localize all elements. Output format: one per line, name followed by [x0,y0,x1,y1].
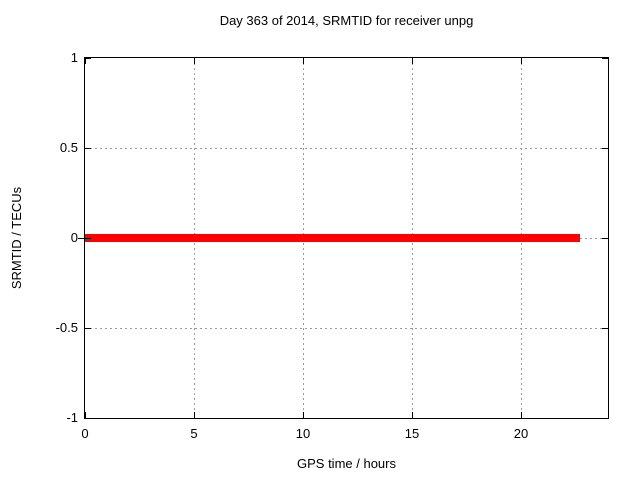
y-tick-label: 0.5 [59,140,78,155]
y-tick-label: 0 [70,230,78,245]
x-tick-mark-bottom [303,412,304,418]
y-tick-mark-right [602,418,608,419]
x-tick-mark-top [303,58,304,64]
x-tick-mark-top [85,58,86,64]
x-axis-label: GPS time / hours [297,456,396,471]
chart-title: Day 363 of 2014, SRMTID for receiver unp… [219,13,474,28]
y-tick-label: 1 [70,50,78,65]
y-tick-mark-right [602,238,608,239]
y-zero-outward-tick-mark [78,238,84,239]
x-tick-mark-top [521,58,522,64]
y-tick-mark-right [602,148,608,149]
grid-line-horizontal [85,148,608,149]
y-tick-label: -1 [66,410,78,425]
plot-area [78,57,609,419]
x-tick-label: 0 [81,426,89,441]
y-tick-mark-left [85,238,91,239]
x-tick-mark-bottom [85,412,86,418]
x-tick-label: 20 [513,426,529,441]
y-tick-mark-right [602,328,608,329]
data-series-line [85,234,580,242]
x-tick-mark-bottom [194,412,195,418]
y-tick-mark-left [85,328,91,329]
x-tick-label: 15 [404,426,420,441]
x-tick-label: 10 [295,426,311,441]
x-tick-mark-bottom [412,412,413,418]
y-tick-mark-left [85,418,91,419]
x-tick-mark-top [194,58,195,64]
x-tick-label: 5 [190,426,198,441]
x-tick-mark-bottom [521,412,522,418]
plot-inner [78,58,608,419]
x-tick-mark-top [412,58,413,64]
grid-line-horizontal [85,328,608,329]
y-tick-label: -0.5 [55,320,78,335]
y-tick-mark-left [85,148,91,149]
y-tick-mark-right [602,58,608,59]
y-tick-mark-left [85,58,91,59]
